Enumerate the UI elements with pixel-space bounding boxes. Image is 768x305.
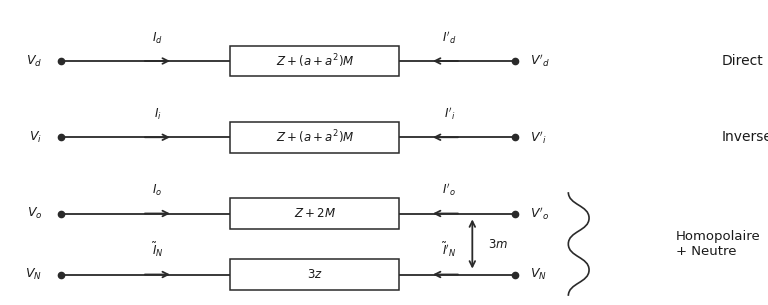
Text: $\tilde{I}_N$: $\tilde{I}_N$: [151, 241, 164, 259]
Text: $I_i$: $I_i$: [154, 107, 161, 122]
Text: $V'_d$: $V'_d$: [530, 53, 550, 69]
Bar: [230, 122, 399, 152]
Text: $Z+2M$: $Z+2M$: [294, 207, 336, 220]
Text: $I_o$: $I_o$: [152, 183, 163, 198]
Text: $I'_d$: $I'_d$: [442, 29, 456, 46]
Text: $V_d$: $V_d$: [26, 53, 42, 69]
Text: $I'_i$: $I'_i$: [444, 106, 455, 122]
Text: $V_N$: $V_N$: [25, 267, 42, 282]
Text: $\tilde{I}'_N$: $\tilde{I}'_N$: [442, 241, 456, 259]
Text: $V_N$: $V_N$: [530, 267, 547, 282]
Text: Direct: Direct: [722, 54, 763, 68]
Text: Inverse: Inverse: [722, 130, 768, 144]
Text: $Z+(a+a^2)M$: $Z+(a+a^2)M$: [276, 52, 354, 70]
Bar: [230, 198, 399, 229]
Text: $V'_i$: $V'_i$: [530, 129, 547, 145]
Text: $3z$: $3z$: [307, 268, 323, 281]
Text: Homopolaire
+ Neutre: Homopolaire + Neutre: [676, 230, 760, 258]
Text: $V_o$: $V_o$: [27, 206, 42, 221]
Text: $V_i$: $V_i$: [29, 130, 42, 145]
Text: $I'_o$: $I'_o$: [442, 182, 456, 198]
Text: $Z+(a+a^2)M$: $Z+(a+a^2)M$: [276, 128, 354, 146]
Text: $I_d$: $I_d$: [152, 30, 163, 46]
Text: $V'_o$: $V'_o$: [530, 205, 549, 222]
Bar: [230, 259, 399, 290]
Bar: [230, 46, 399, 76]
Text: $3m$: $3m$: [488, 238, 508, 250]
